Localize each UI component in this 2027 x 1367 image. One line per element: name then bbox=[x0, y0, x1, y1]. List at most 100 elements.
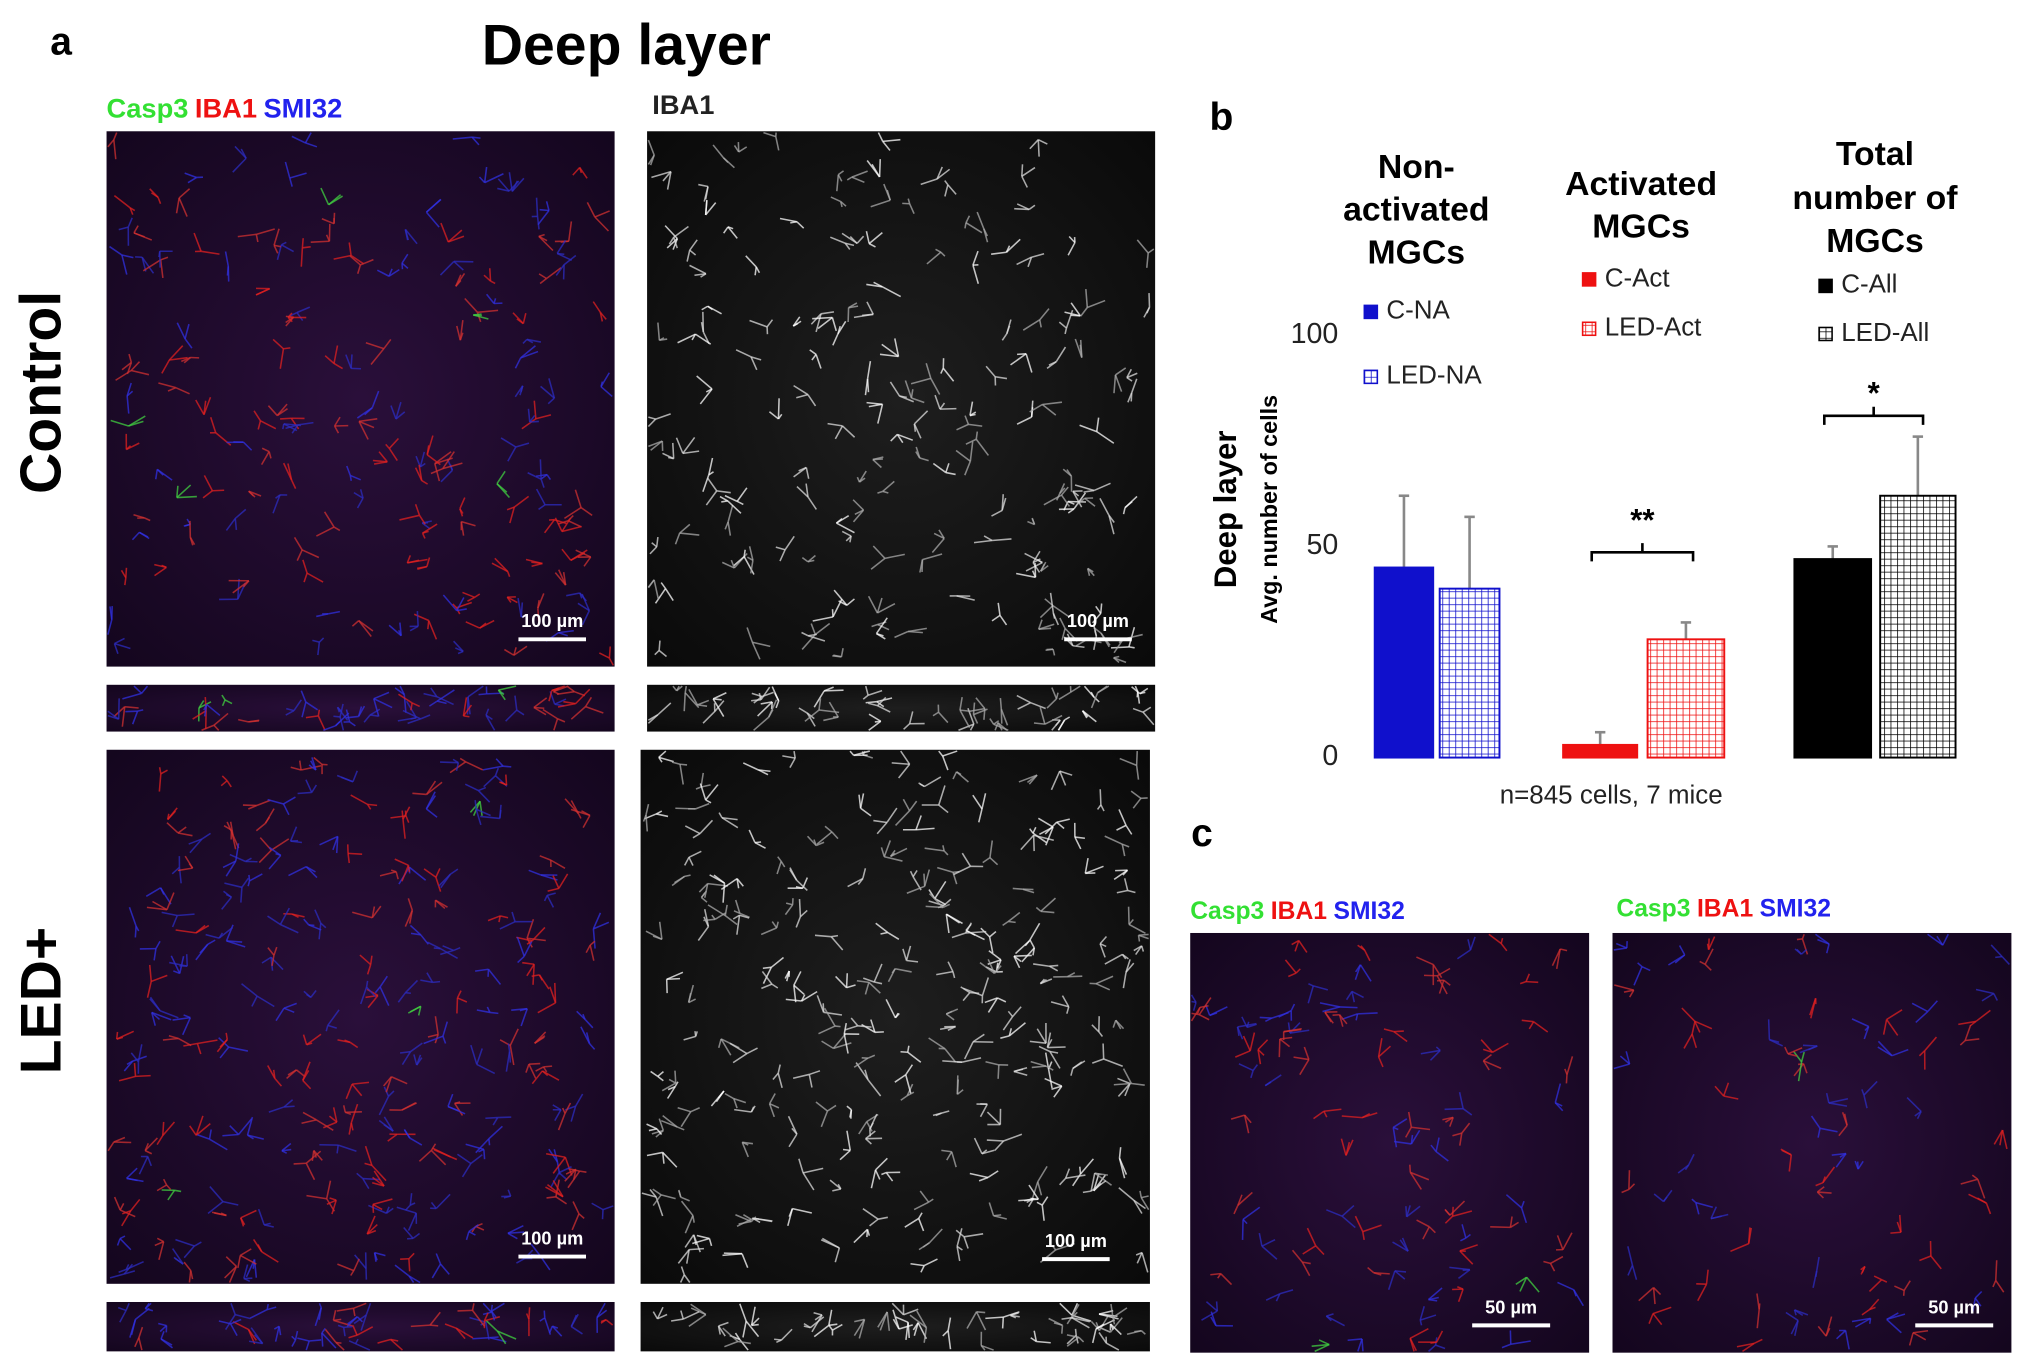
cell-process bbox=[1030, 400, 1034, 418]
cell-process bbox=[1095, 1319, 1116, 1330]
cell-process bbox=[1055, 346, 1067, 363]
cell-process bbox=[167, 1189, 176, 1201]
cell-process bbox=[313, 1150, 323, 1161]
cell-process bbox=[784, 535, 795, 551]
cell-process bbox=[682, 1311, 700, 1320]
cell-process bbox=[903, 1308, 919, 1316]
cell-process bbox=[785, 902, 793, 906]
cell-process bbox=[283, 1007, 295, 1014]
cell-process bbox=[762, 966, 772, 970]
cell-process bbox=[442, 594, 458, 612]
cell-process bbox=[1108, 515, 1115, 523]
cell-process bbox=[1028, 1184, 1040, 1200]
cell-process bbox=[283, 796, 296, 805]
cell-process bbox=[1130, 790, 1142, 799]
cell-process bbox=[1341, 1115, 1363, 1119]
cell-process bbox=[456, 608, 467, 612]
cell-process bbox=[1040, 910, 1055, 914]
cell-process bbox=[413, 613, 430, 622]
cell-process bbox=[257, 420, 262, 430]
cell-process bbox=[882, 490, 889, 494]
cell-process bbox=[1295, 968, 1301, 974]
cell-process bbox=[197, 1133, 210, 1140]
cell-process bbox=[651, 542, 658, 548]
cell-process bbox=[596, 1309, 608, 1319]
cell-process bbox=[816, 995, 825, 1013]
cell-process bbox=[724, 1092, 735, 1100]
cell-process bbox=[1013, 954, 1032, 957]
cell-process bbox=[1302, 1261, 1311, 1265]
cell-process bbox=[113, 139, 117, 160]
cell-process bbox=[1695, 1202, 1700, 1215]
cell-process bbox=[785, 998, 802, 1002]
cell-process bbox=[305, 1150, 322, 1164]
cell-process bbox=[1458, 1092, 1464, 1109]
cell-process bbox=[399, 685, 405, 695]
cell-process bbox=[220, 1212, 227, 1217]
cell-process bbox=[885, 1172, 894, 1182]
cell-process bbox=[351, 620, 360, 627]
cell-process bbox=[557, 252, 565, 256]
cell-process bbox=[113, 1136, 126, 1143]
cell-process bbox=[1142, 711, 1155, 726]
cell-process bbox=[1815, 1256, 1820, 1271]
cell-process bbox=[608, 646, 612, 659]
cell-process bbox=[309, 1339, 322, 1342]
cell-process bbox=[350, 254, 365, 265]
cell-process bbox=[353, 1302, 367, 1310]
cell-process bbox=[695, 786, 702, 790]
cell-process bbox=[687, 993, 692, 1003]
cell-process bbox=[479, 622, 487, 629]
cell-process bbox=[1091, 1058, 1104, 1064]
cell-process bbox=[146, 906, 168, 911]
cell-process bbox=[698, 183, 709, 188]
cell-process bbox=[580, 506, 593, 517]
cell-process bbox=[425, 780, 437, 795]
cell-process bbox=[712, 698, 725, 717]
cell-process bbox=[1049, 592, 1055, 614]
cell-process bbox=[260, 420, 277, 430]
cell-process bbox=[672, 237, 678, 249]
cell-process bbox=[846, 984, 856, 989]
cell-process bbox=[818, 709, 840, 714]
cell-process bbox=[403, 1128, 411, 1139]
cell-process bbox=[1041, 1196, 1049, 1206]
cell-process bbox=[857, 878, 864, 886]
cell-process bbox=[346, 1316, 358, 1328]
cell-process bbox=[1028, 204, 1036, 211]
micrograph bbox=[106, 1301, 615, 1352]
cell-process bbox=[561, 525, 582, 533]
cell-process bbox=[1863, 1094, 1868, 1109]
cell-process bbox=[993, 723, 1009, 731]
cell-process bbox=[747, 556, 754, 561]
cell-process bbox=[503, 648, 515, 656]
cell-process bbox=[411, 702, 420, 708]
cell-process bbox=[705, 202, 717, 216]
cell-process bbox=[996, 959, 1002, 969]
cell-process bbox=[1257, 1039, 1269, 1051]
cell-process bbox=[807, 633, 817, 637]
cell-process bbox=[1436, 967, 1451, 977]
cell-process bbox=[700, 784, 711, 788]
cell-process bbox=[511, 1007, 528, 1011]
cell-process bbox=[674, 1081, 679, 1087]
cell-process bbox=[692, 1237, 710, 1245]
cell-process bbox=[1293, 1056, 1309, 1061]
cell-process bbox=[447, 1093, 454, 1107]
cell-process bbox=[352, 1081, 370, 1085]
cell-process bbox=[705, 490, 718, 506]
cell-process bbox=[936, 970, 954, 976]
cell-process bbox=[401, 864, 410, 882]
cell-process bbox=[1116, 824, 1127, 831]
cell-process bbox=[415, 1054, 422, 1066]
cell-process bbox=[1999, 1129, 2004, 1146]
cell-process bbox=[688, 850, 702, 858]
cell-process bbox=[793, 984, 805, 995]
cell-process bbox=[699, 783, 707, 801]
cell-process bbox=[952, 771, 958, 780]
cell-process bbox=[641, 1192, 657, 1198]
cell-process bbox=[1918, 1050, 1926, 1057]
cell-process bbox=[432, 980, 441, 984]
cell-process bbox=[346, 465, 352, 476]
cell-process bbox=[1492, 1042, 1509, 1053]
